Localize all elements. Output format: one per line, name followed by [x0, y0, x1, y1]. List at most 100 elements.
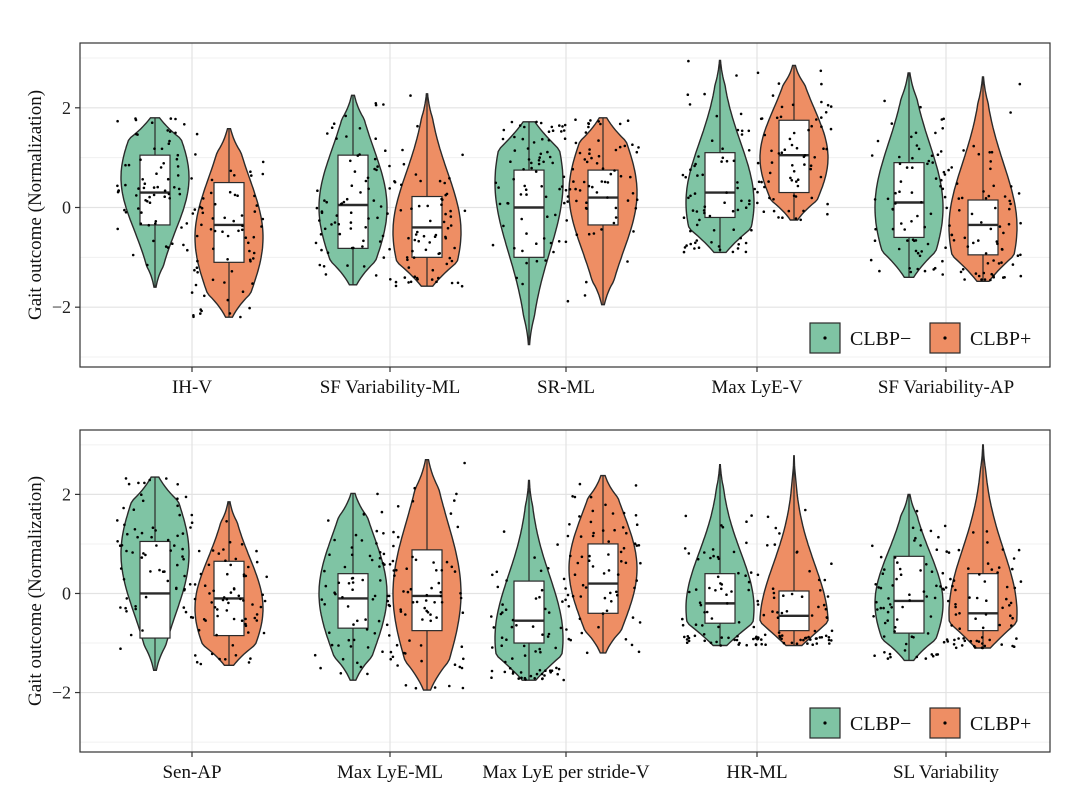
jitter-point [453, 499, 456, 502]
jitter-point [824, 634, 828, 638]
jitter-point [756, 599, 759, 603]
jitter-point [920, 250, 923, 253]
jitter-point [806, 642, 809, 645]
jitter-point [749, 571, 753, 574]
jitter-point [790, 179, 794, 182]
jitter-point [592, 232, 596, 235]
jitter-point [752, 637, 755, 641]
jitter-point [621, 526, 625, 529]
jitter-point [750, 228, 753, 232]
jitter-point [886, 657, 890, 660]
jitter-point [240, 214, 244, 217]
jitter-point [349, 221, 353, 224]
jitter-point [234, 654, 238, 657]
jitter-point [428, 241, 432, 244]
jitter-point [152, 193, 156, 197]
violin-CLBP−-Max LyE per stride-V [490, 479, 568, 682]
jitter-point [381, 234, 385, 238]
jitter-point [399, 608, 403, 611]
jitter-point [875, 600, 878, 604]
jitter-point [200, 309, 203, 313]
jitter-point [216, 608, 219, 611]
jitter-point [575, 233, 579, 236]
jitter-point [350, 246, 354, 250]
jitter-point [929, 615, 933, 618]
jitter-point [725, 602, 729, 605]
jitter-point [578, 189, 582, 192]
jitter-point [342, 200, 346, 204]
jitter-point [776, 616, 780, 619]
jitter-point [116, 119, 119, 123]
jitter-point [568, 523, 571, 526]
jitter-point [126, 532, 129, 536]
jitter-point [820, 116, 823, 119]
jitter-point [229, 169, 233, 173]
jitter-point [491, 243, 495, 247]
jitter-point [463, 209, 467, 213]
jitter-point [260, 225, 263, 228]
jitter-point [537, 162, 541, 166]
jitter-point [925, 595, 928, 598]
jitter-point [693, 634, 697, 638]
iqr-box [139, 540, 171, 639]
jitter-point [946, 640, 950, 643]
jitter-point [756, 190, 759, 194]
legend: CLBP− CLBP+ [809, 322, 1031, 354]
jitter-point [685, 641, 689, 644]
x-tick-label: Max LyE-ML [337, 762, 443, 783]
jitter-point [740, 199, 743, 203]
jitter-point [771, 610, 774, 613]
jitter-point [509, 160, 512, 163]
jitter-point [962, 149, 965, 152]
jitter-point [873, 239, 877, 242]
jitter-point [460, 645, 464, 648]
x-tick-label: Max LyE-V [711, 377, 803, 398]
jitter-point [939, 150, 943, 153]
jitter-point [185, 222, 189, 225]
jitter-point [449, 512, 453, 515]
jitter-point [934, 131, 937, 135]
jitter-point [585, 207, 588, 210]
jitter-point [777, 82, 781, 85]
jitter-point [780, 637, 783, 641]
jitter-point [1017, 548, 1021, 552]
jitter-point [957, 637, 960, 640]
jitter-point [491, 646, 494, 649]
jitter-point [954, 588, 957, 592]
jitter-point [820, 100, 823, 104]
jitter-point [565, 219, 568, 222]
iqr-box [778, 590, 810, 632]
y-axis-title: Gait outcome (Normalization) [25, 90, 46, 320]
jitter-point [715, 114, 719, 118]
jitter-point [356, 619, 359, 623]
jitter-point [116, 540, 119, 543]
jitter-point [124, 211, 128, 214]
jitter-point [637, 650, 641, 654]
jitter-point [919, 569, 922, 572]
jitter-point [376, 165, 379, 168]
jitter-point [232, 617, 236, 621]
jitter-point [898, 155, 901, 159]
x-tick-label: HR-ML [726, 762, 787, 783]
jitter-point [438, 179, 442, 183]
jitter-point [951, 584, 954, 588]
violin-CLBP+-SF Variability-AP [943, 76, 1023, 282]
jitter-point [930, 570, 934, 573]
jitter-point [399, 610, 403, 613]
jitter-point [345, 135, 348, 138]
jitter-point [614, 216, 618, 219]
jitter-point [939, 184, 942, 188]
jitter-point [405, 256, 409, 259]
jitter-point [725, 593, 728, 596]
jitter-point [977, 239, 980, 242]
jitter-point [437, 276, 440, 280]
jitter-point [602, 572, 606, 575]
jitter-point [753, 187, 756, 191]
jitter-point [416, 124, 419, 128]
jitter-point [429, 619, 433, 623]
jitter-point [982, 271, 986, 275]
jitter-point [903, 228, 906, 231]
jitter-point [990, 568, 994, 571]
jitter-point [181, 555, 184, 558]
jitter-point [261, 217, 265, 221]
